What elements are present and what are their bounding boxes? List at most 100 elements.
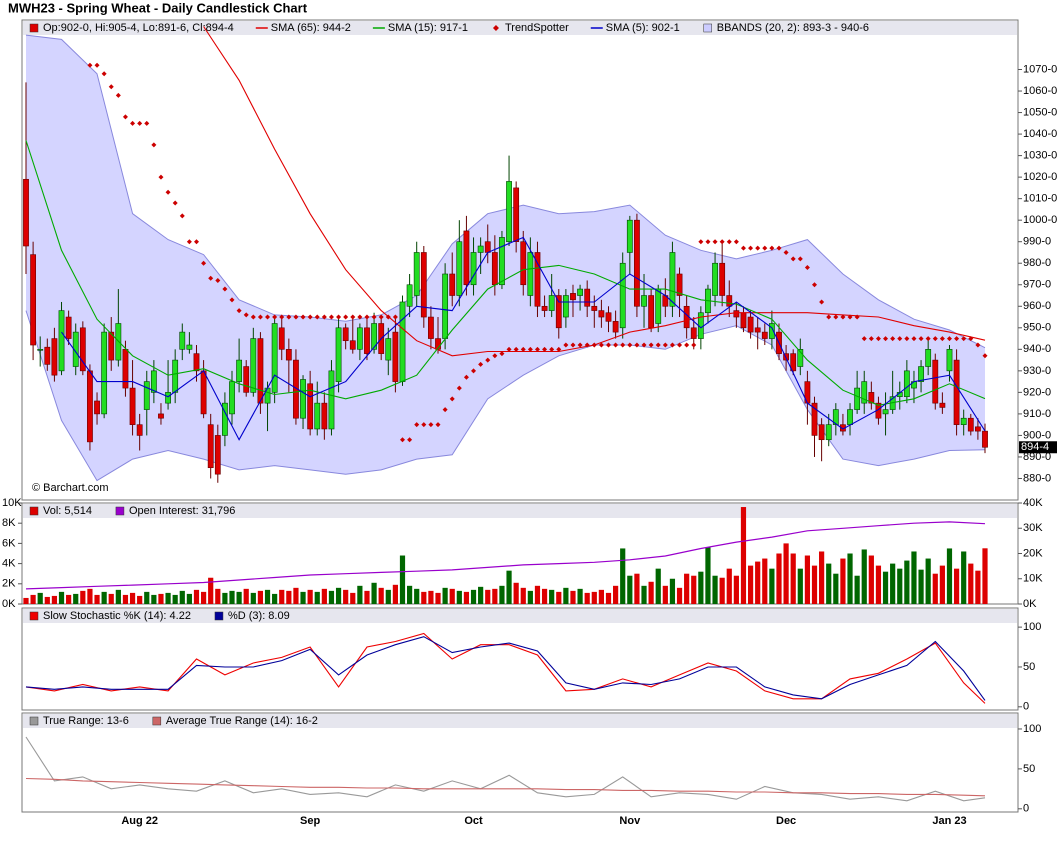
trendspotter-dot bbox=[257, 314, 263, 320]
candle-body bbox=[23, 178, 29, 247]
trendspotter-dot bbox=[698, 239, 704, 245]
candle-body bbox=[534, 252, 541, 307]
trendspotter-dot bbox=[712, 239, 718, 245]
trendspotter-dot bbox=[435, 422, 441, 428]
trendspotter-dot bbox=[847, 314, 853, 320]
band-upper bbox=[25, 34, 986, 349]
candle-body bbox=[179, 331, 186, 350]
volume-bar bbox=[577, 588, 583, 604]
candle-body bbox=[37, 349, 44, 351]
volume-bar bbox=[151, 594, 157, 604]
volume-bar bbox=[492, 588, 498, 604]
legend-label: Slow Stochastic %K (14): 4.22 bbox=[43, 610, 191, 622]
candle-body bbox=[882, 409, 889, 415]
y-tick-label: 0K bbox=[2, 598, 16, 610]
y-tick-label: 8K bbox=[2, 517, 16, 529]
volume-bar bbox=[208, 577, 214, 604]
candle-body bbox=[349, 340, 356, 350]
volume-bar bbox=[73, 593, 79, 604]
volume-bar bbox=[272, 593, 278, 604]
candle-body bbox=[257, 338, 264, 404]
trendspotter-dot bbox=[641, 342, 647, 348]
candle-body bbox=[577, 288, 583, 296]
candle-body bbox=[79, 327, 86, 372]
volume-bar bbox=[314, 591, 320, 604]
volume-bar bbox=[868, 555, 874, 604]
candle-body bbox=[158, 413, 164, 419]
legend-label: SMA (5): 902-1 bbox=[606, 22, 680, 34]
trendspotter-dot bbox=[861, 336, 867, 342]
candle-body bbox=[925, 349, 932, 367]
y-tick-label: 30K bbox=[1023, 522, 1043, 534]
candle-body bbox=[854, 387, 861, 410]
volume-bar bbox=[840, 558, 846, 604]
volume-bar bbox=[541, 588, 548, 604]
volume-bar bbox=[286, 590, 292, 604]
trendspotter-dot bbox=[662, 342, 668, 348]
trendspotter-dot bbox=[975, 342, 981, 348]
candle-body bbox=[612, 321, 619, 333]
y-tick-label: 1060-0 bbox=[1023, 85, 1057, 97]
volume-bar bbox=[137, 595, 143, 604]
candle-body bbox=[143, 381, 150, 410]
legend-strip bbox=[23, 609, 1017, 623]
volume-bar bbox=[570, 590, 576, 604]
volume-bar bbox=[506, 570, 512, 604]
candle-body bbox=[413, 252, 420, 296]
legend-label: True Range: 13-6 bbox=[43, 715, 129, 727]
trendspotter-dot bbox=[961, 336, 967, 342]
volume-bar bbox=[854, 575, 860, 604]
volume-bar bbox=[222, 592, 228, 604]
candle-body bbox=[712, 262, 718, 296]
candle-body bbox=[825, 424, 832, 441]
trendspotter-dot bbox=[648, 342, 654, 348]
candle-body bbox=[690, 327, 697, 339]
candle-body bbox=[499, 237, 505, 286]
volume-bar bbox=[826, 563, 832, 604]
trendspotter-dot bbox=[875, 336, 881, 342]
trendspotter-dot bbox=[691, 342, 697, 348]
trendspotter-dot bbox=[414, 422, 420, 428]
trendspotter-dot bbox=[591, 342, 597, 348]
volume-bar bbox=[122, 594, 129, 604]
trendspotter-dot bbox=[677, 342, 683, 348]
candle-body bbox=[129, 387, 136, 425]
trendspotter-dot bbox=[804, 265, 810, 271]
candle-body bbox=[335, 327, 342, 382]
candle-body bbox=[754, 327, 761, 333]
trendspotter-dot bbox=[442, 407, 448, 413]
volume-bar bbox=[733, 575, 739, 604]
trendspotter-dot bbox=[87, 62, 93, 68]
trendspotter-dot bbox=[158, 174, 164, 180]
volume-bar bbox=[279, 589, 285, 604]
volume-bar bbox=[115, 589, 121, 604]
candle-body bbox=[918, 366, 924, 382]
candle-body bbox=[655, 288, 662, 324]
trendspotter-dot bbox=[684, 342, 690, 348]
x-tick-label: Oct bbox=[464, 815, 483, 827]
candle-body bbox=[442, 273, 449, 339]
trendspotter-dot bbox=[151, 142, 157, 148]
open-interest-line bbox=[25, 521, 986, 590]
candle-body bbox=[406, 284, 413, 307]
trendspotter-dot bbox=[534, 346, 540, 352]
legend-strip bbox=[23, 504, 1017, 518]
volume-bar bbox=[911, 551, 917, 604]
legend-label: SMA (15): 917-1 bbox=[388, 22, 468, 34]
volume-bar bbox=[58, 591, 65, 604]
candle-body bbox=[456, 241, 463, 296]
trendspotter-dot bbox=[243, 312, 249, 318]
volume-bar bbox=[428, 590, 434, 604]
volume-bar bbox=[172, 594, 178, 604]
volume-bar bbox=[364, 590, 370, 604]
legend-label: SMA (65): 944-2 bbox=[271, 22, 351, 34]
candle-body bbox=[165, 392, 171, 404]
candle-body bbox=[747, 316, 754, 333]
volume-bar bbox=[904, 560, 910, 604]
volume-bar bbox=[343, 589, 349, 604]
volume-bar bbox=[87, 588, 93, 604]
y-tick-label: 940-0 bbox=[1023, 343, 1051, 355]
volume-bar bbox=[236, 591, 242, 604]
volume-bar bbox=[520, 587, 526, 604]
candle-body bbox=[790, 353, 797, 372]
